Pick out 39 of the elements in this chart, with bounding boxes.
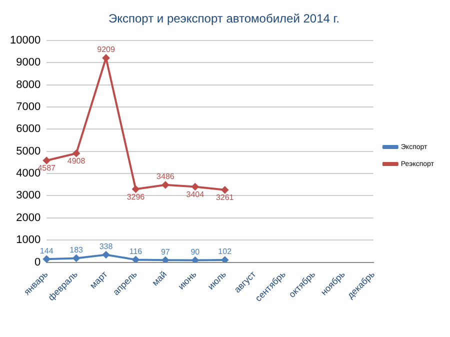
point (162, 256, 169, 262)
point (132, 186, 140, 193)
data-label: 116 (129, 246, 143, 256)
y-tick-label: 10000 (10, 34, 41, 46)
y-tick-label: 9000 (16, 56, 41, 69)
data-label: 102 (218, 247, 232, 256)
point (162, 181, 169, 188)
point (221, 256, 228, 262)
data-label: 9209 (97, 45, 116, 54)
chart-title: Экспорт и реэкспорт автомобилей 2014 г. (108, 12, 340, 26)
data-label: 4908 (67, 156, 86, 166)
data-label: 97 (160, 247, 170, 256)
point (192, 183, 199, 190)
point (43, 256, 50, 262)
y-tick-label: 6000 (16, 123, 41, 136)
y-tick-label: 3000 (16, 190, 41, 202)
data-label: 183 (70, 245, 84, 254)
y-tick-label: 2000 (16, 212, 41, 224)
y-tick-label: 4000 (16, 168, 41, 180)
data-label: 3296 (126, 192, 146, 202)
y-tick-label: 0 (34, 256, 41, 268)
data-label: 3486 (156, 172, 175, 182)
point (102, 54, 110, 62)
y-tick-label: 7000 (16, 100, 41, 113)
data-label: 3404 (186, 190, 205, 199)
point (192, 256, 199, 262)
data-label: 144 (40, 246, 54, 256)
data-label: 338 (99, 242, 114, 251)
data-label: 3261 (216, 193, 234, 202)
y-tick-label: 8000 (16, 78, 41, 91)
data-label: 90 (190, 247, 200, 256)
y-tick-label: 1000 (16, 234, 41, 246)
point (43, 156, 50, 164)
point (132, 256, 140, 262)
point (102, 251, 110, 258)
point (72, 254, 80, 262)
point (221, 186, 228, 194)
point (72, 150, 80, 157)
y-tick-label: 5000 (16, 145, 41, 158)
